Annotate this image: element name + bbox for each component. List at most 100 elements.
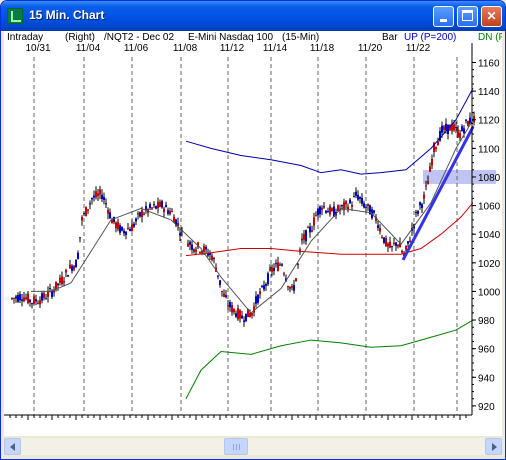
price-bar-body xyxy=(297,264,299,266)
price-bar-body xyxy=(35,299,37,302)
price-bar-body xyxy=(409,240,411,242)
price-bar-body xyxy=(393,243,395,245)
price-bar-body xyxy=(363,203,365,208)
price-bar-body xyxy=(225,295,227,298)
price-bar-body xyxy=(37,302,39,304)
price-bar-body xyxy=(275,263,277,265)
price-bar-body xyxy=(285,278,287,282)
x-tick-label: 10/31 xyxy=(25,43,50,54)
price-bar-body xyxy=(243,320,245,322)
y-tick-label: 1160 xyxy=(478,59,500,70)
price-bar-body xyxy=(337,205,339,211)
price-bar-body xyxy=(187,243,189,247)
x-tick-label: 11/06 xyxy=(124,43,149,54)
price-bar-body xyxy=(261,286,263,288)
close-button[interactable]: ✕ xyxy=(481,6,502,27)
price-bar-body xyxy=(133,223,135,227)
price-bar-body xyxy=(369,205,371,215)
price-bar-body xyxy=(387,243,389,247)
header-bar-type: Bar xyxy=(382,32,398,43)
price-bar-body xyxy=(161,201,163,208)
price-bar-body xyxy=(89,203,91,205)
price-bar-body xyxy=(427,181,429,185)
price-bar-body xyxy=(423,194,425,199)
price-bar-body xyxy=(361,197,363,204)
price-bar-body xyxy=(217,275,219,277)
price-bar-body xyxy=(113,216,115,223)
price-bar-body xyxy=(119,225,121,233)
price-bar-body xyxy=(221,290,223,293)
scrollbar-thumb[interactable] xyxy=(224,438,248,455)
header-interval: (15-Min) xyxy=(282,32,319,43)
price-bar-body xyxy=(241,315,243,319)
price-bar-body xyxy=(417,211,419,214)
price-bar-body xyxy=(195,249,197,252)
price-bar-body xyxy=(441,125,443,133)
price-bar-body xyxy=(47,291,49,297)
price-bar-body xyxy=(397,245,399,247)
price-bar-body xyxy=(85,206,87,217)
x-tick-label: 11/20 xyxy=(358,43,383,54)
price-bar-body xyxy=(257,294,259,303)
price-bar-body xyxy=(459,133,461,139)
price-bar-body xyxy=(461,126,463,132)
trendline xyxy=(401,126,475,261)
price-bar-body xyxy=(127,228,129,230)
price-bar-body xyxy=(377,225,379,228)
price-bar-body xyxy=(121,226,123,231)
price-bar-body xyxy=(231,305,233,313)
price-chart[interactable]: 920 940 960 980 1000 1020 1040 1060 1080 1100 1120… xyxy=(4,31,502,436)
price-bar-body xyxy=(407,241,409,244)
price-bar-body xyxy=(55,281,57,290)
y-tick-label: 1140 xyxy=(478,87,500,98)
legend-dn: DN (P xyxy=(478,32,502,43)
mid-band-line xyxy=(185,202,474,257)
minimize-button[interactable] xyxy=(433,6,454,27)
price-bar-body xyxy=(129,228,131,232)
price-bar-body xyxy=(83,213,85,215)
price-bar-body xyxy=(73,266,75,270)
price-bar-body xyxy=(291,286,293,288)
price-bar-body xyxy=(405,245,407,250)
price-bar-body xyxy=(317,208,319,216)
price-bar-body xyxy=(57,283,59,286)
header-description: E-Mini Nasdaq 100 xyxy=(188,32,273,43)
price-bar-body xyxy=(91,198,93,200)
price-bar-body xyxy=(141,210,143,217)
price-bar-body xyxy=(465,119,467,121)
maximize-button[interactable] xyxy=(457,6,478,27)
chart-area[interactable]: 920 940 960 980 1000 1020 1040 1060 1080 1100 1120… xyxy=(4,31,502,436)
chart-app-icon[interactable] xyxy=(7,8,23,24)
price-bar-body xyxy=(149,204,151,209)
legend-up: UP (P=200) xyxy=(404,32,456,43)
price-bar-body xyxy=(289,286,291,289)
price-bar-body xyxy=(383,237,385,243)
horizontal-scrollbar[interactable] xyxy=(4,438,502,455)
price-bar-body xyxy=(63,281,65,283)
price-bar-body xyxy=(311,230,313,232)
y-tick-label: 940 xyxy=(478,373,495,384)
price-bar-body xyxy=(245,313,247,322)
price-bar-body xyxy=(131,224,133,232)
price-bar-body xyxy=(75,260,77,268)
price-bar-body xyxy=(39,300,41,305)
price-bar-body xyxy=(13,297,15,299)
scroll-left-button[interactable] xyxy=(4,438,21,455)
price-bar-body xyxy=(321,207,323,210)
price-bar-body xyxy=(53,290,55,293)
price-bar-body xyxy=(155,206,157,209)
price-bar-body xyxy=(143,213,145,215)
price-bar-body xyxy=(163,208,165,213)
price-bar-body xyxy=(169,211,171,215)
price-bar-body xyxy=(159,201,161,207)
price-bar-body xyxy=(137,213,139,215)
price-bar-body xyxy=(445,123,447,131)
maximize-icon xyxy=(462,10,473,21)
scroll-right-button[interactable] xyxy=(485,438,502,455)
price-bar-body xyxy=(81,217,83,221)
price-bar-body xyxy=(177,223,179,226)
title-bar[interactable]: 15 Min. Chart ✕ xyxy=(1,1,505,31)
price-bar-body xyxy=(425,185,427,187)
price-bar-body xyxy=(349,199,351,204)
price-bar-body xyxy=(219,280,221,285)
